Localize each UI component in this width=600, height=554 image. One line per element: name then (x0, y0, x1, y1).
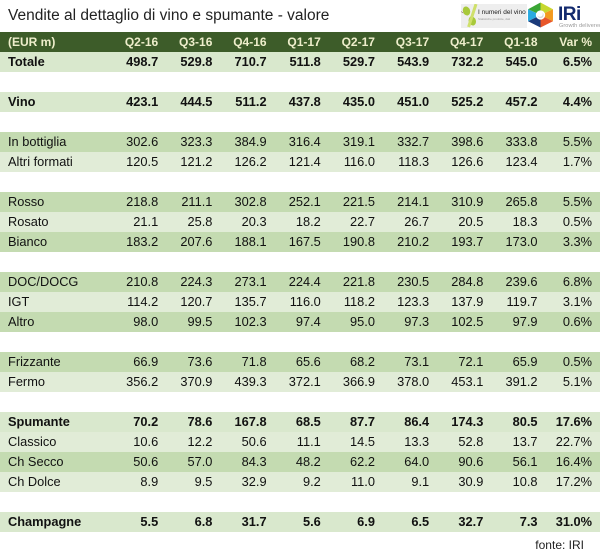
svg-text:Statistiche prodotte, dati: Statistiche prodotte, dati (478, 17, 511, 21)
svg-text:I numeri del vino: I numeri del vino (478, 9, 526, 16)
